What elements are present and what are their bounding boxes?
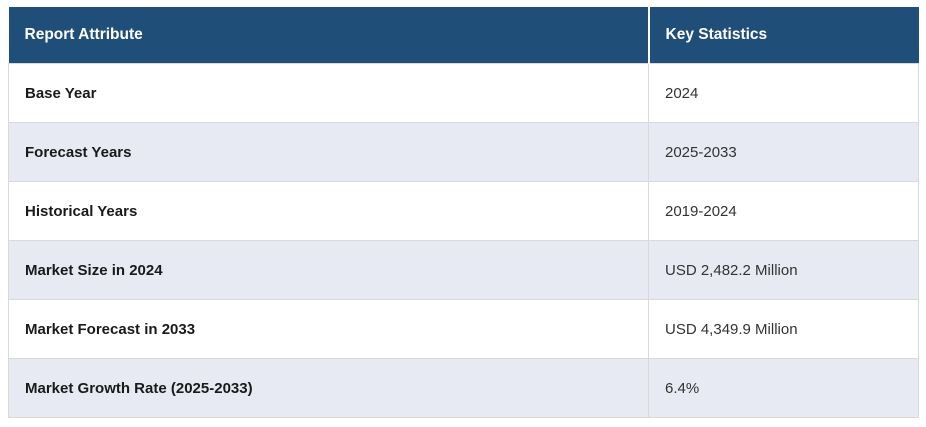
attribute-cell: Market Size in 2024 [8,240,649,300]
table-row: Market Forecast in 2033 USD 4,349.9 Mill… [8,299,919,359]
value-cell: 2019-2024 [648,181,919,241]
value-cell: USD 2,482.2 Million [648,240,919,300]
table-header: Report Attribute Key Statistics [8,7,919,64]
table-row: Market Size in 2024 USD 2,482.2 Million [8,240,919,300]
attribute-cell: Market Growth Rate (2025-2033) [8,358,649,418]
table-row: Market Growth Rate (2025-2033) 6.4% [8,358,919,418]
report-statistics-table: Report Attribute Key Statistics Base Yea… [8,7,919,418]
attribute-cell: Base Year [8,63,649,123]
column-header-key-statistics: Key Statistics [648,7,919,64]
attribute-cell: Market Forecast in 2033 [8,299,649,359]
table-row: Forecast Years 2025-2033 [8,122,919,182]
attribute-cell: Forecast Years [8,122,649,182]
value-cell: 2025-2033 [648,122,919,182]
table-row: Base Year 2024 [8,63,919,123]
table-body: Base Year 2024 Forecast Years 2025-2033 … [8,63,919,418]
attribute-cell: Historical Years [8,181,649,241]
column-header-report-attribute: Report Attribute [8,7,650,64]
value-cell: USD 4,349.9 Million [648,299,919,359]
value-cell: 2024 [648,63,919,123]
table-row: Historical Years 2019-2024 [8,181,919,241]
value-cell: 6.4% [648,358,919,418]
header-row: Report Attribute Key Statistics [8,7,919,64]
